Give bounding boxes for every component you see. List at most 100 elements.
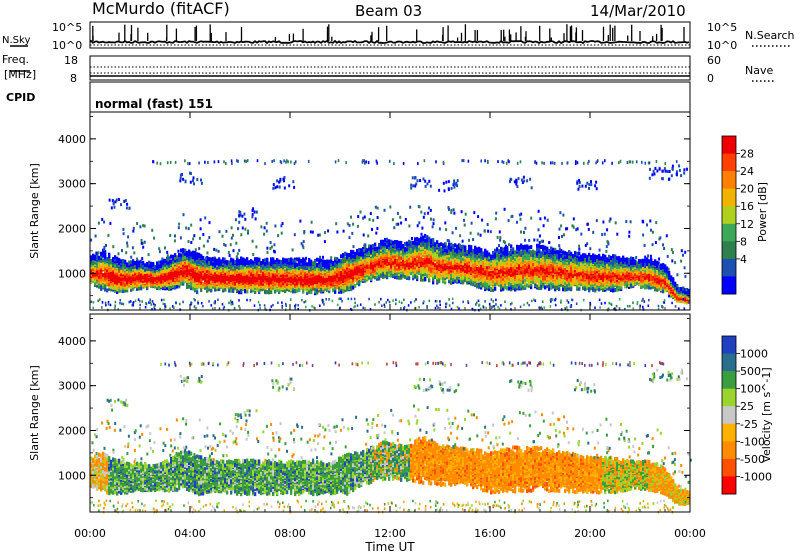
echo-cell [146,262,149,266]
echo-cell [110,263,113,268]
echo-cell [372,243,375,248]
echo-cell [106,256,109,261]
echo-cell [188,249,191,254]
echo-cell [276,287,279,292]
echo-cell [210,269,213,274]
echo-cell [250,266,253,271]
echo-cell [460,257,463,261]
echo-cell [96,283,99,288]
echo-cell [146,284,149,289]
echo-cell [512,265,515,270]
echo-cell [406,265,409,270]
echo-cell [330,274,333,279]
echo-cell [510,254,513,259]
echo-cell [356,271,359,276]
echo-cell [386,243,389,248]
echo-cell [448,245,451,250]
echo-cell [558,280,561,285]
echo-cell [452,277,455,282]
echo-cell [306,290,309,295]
echo-cell [502,257,505,262]
echo-cell [248,268,251,273]
echo-cell [196,259,199,264]
echo-cell [300,259,303,264]
echo-cell [310,279,313,284]
echo-cell [362,263,365,268]
echo-cell [194,274,197,279]
echo-cell [424,277,427,281]
echo-cell [442,279,445,284]
echo-cell [100,284,103,289]
echo-cell [198,252,201,257]
echo-cell [108,286,111,291]
echo-cell [242,261,245,265]
echo-cell [552,269,555,274]
echo-cell [406,271,409,276]
echo-cell [228,270,231,275]
echo-cell [194,277,197,282]
echo-cell [266,272,269,276]
echo-cell [494,262,497,267]
echo-cell [432,261,435,266]
echo-cell [202,255,205,260]
echo-cell [504,260,507,265]
echo-cell [526,278,529,283]
echo-cell [414,241,417,246]
echo-cell [458,269,461,274]
echo-cell [482,266,485,271]
echo-cell [308,257,311,262]
echo-cell [494,278,497,283]
echo-cell [276,265,279,270]
echo-cell [502,255,505,260]
echo-cell [182,273,185,278]
echo-cell [502,247,505,252]
echo-cell [474,274,477,279]
echo-cell [102,248,105,253]
echo-cell [236,276,239,281]
echo-cell [222,273,225,278]
echo-cell [548,249,551,253]
echo-cell [426,263,429,268]
echo-cell [470,280,473,285]
echo-cell [262,258,265,263]
echo-cell [390,264,393,269]
echo-cell [178,253,181,257]
echo-cell [348,256,351,261]
echo-cell [190,267,193,272]
echo-cell [540,265,543,270]
echo-cell [350,249,353,254]
echo-cell [194,263,197,268]
station-title: McMurdo (fitACF) [92,0,230,18]
echo-cell [216,261,219,266]
echo-cell [542,249,545,254]
echo-cell [554,285,557,290]
echo-cell [182,256,185,261]
echo-cell [416,258,419,263]
echo-cell [318,260,321,265]
echo-cell [372,262,375,267]
echo-cell [214,287,217,292]
echo-cell [418,262,421,267]
echo-cell [200,263,203,268]
echo-cell [504,285,507,290]
echo-cell [108,279,111,284]
echo-cell [320,267,323,272]
echo-cell [558,262,561,267]
echo-cell [366,257,369,262]
echo-cell [366,263,369,268]
echo-cell [186,258,189,263]
echo-cell [264,271,267,276]
echo-cell [438,272,441,277]
echo-cell [546,259,549,264]
echo-cell [174,264,177,269]
echo-cell [420,263,423,268]
echo-cell [222,284,225,289]
echo-cell [406,269,409,274]
echo-cell [376,258,379,263]
echo-cell [474,262,477,267]
echo-cell [96,279,99,284]
echo-cell [508,276,511,281]
echo-cell [108,274,111,279]
echo-cell [196,252,199,257]
echo-cell [368,266,371,271]
